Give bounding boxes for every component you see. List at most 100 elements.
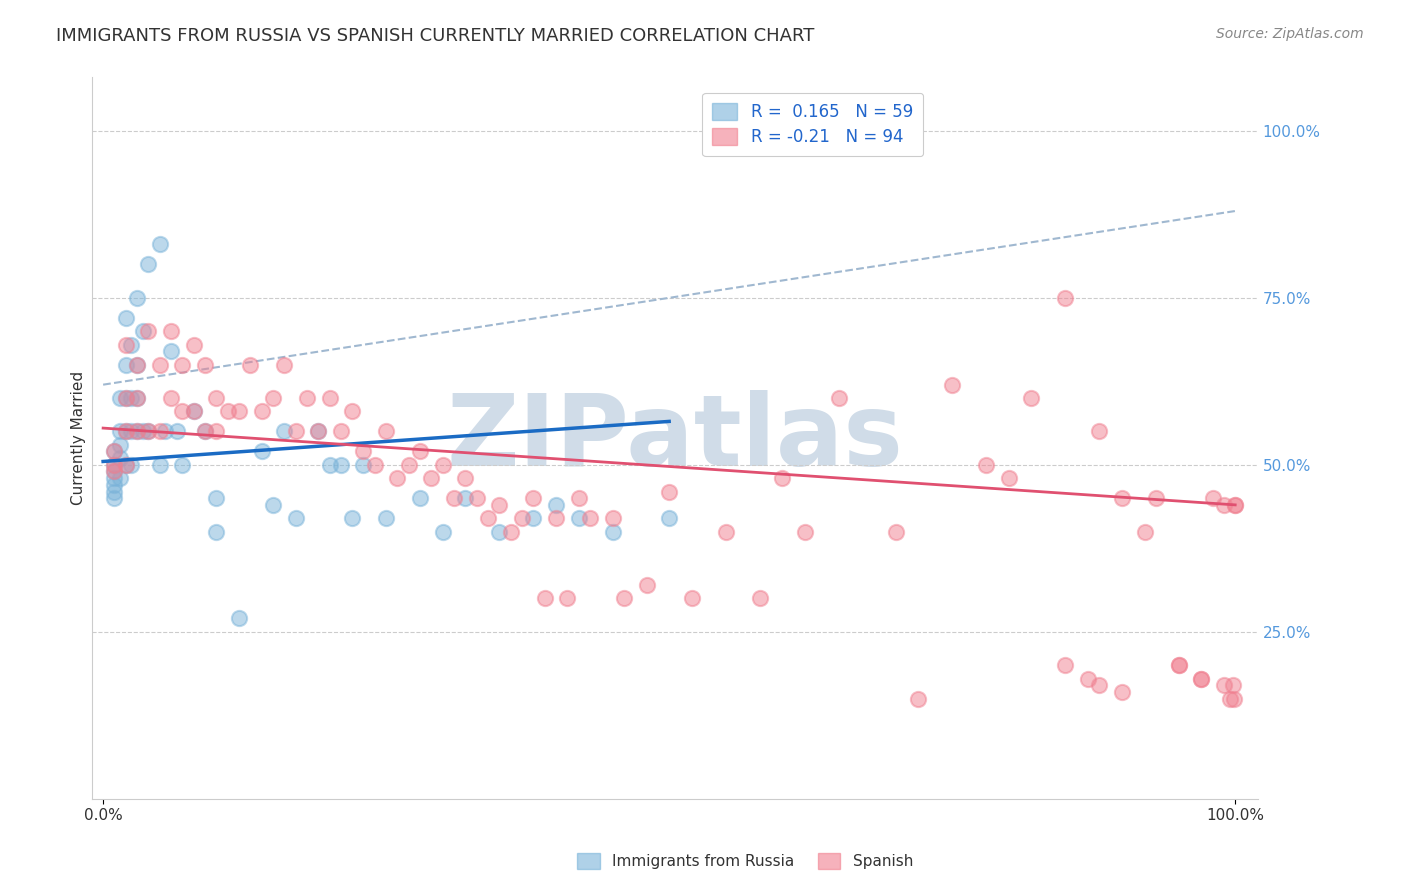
Point bbox=[1189, 672, 1212, 686]
Point bbox=[1222, 678, 1244, 692]
Point bbox=[329, 458, 352, 472]
Point bbox=[1212, 678, 1234, 692]
Point bbox=[132, 425, 155, 439]
Point bbox=[172, 358, 194, 372]
Point bbox=[375, 425, 398, 439]
Point bbox=[432, 458, 454, 472]
Point bbox=[166, 425, 188, 439]
Point bbox=[138, 257, 160, 271]
Point bbox=[1201, 491, 1223, 506]
Point bbox=[125, 391, 148, 405]
Point bbox=[103, 471, 125, 485]
Point bbox=[205, 425, 228, 439]
Point bbox=[1111, 491, 1133, 506]
Point bbox=[907, 691, 929, 706]
Point bbox=[228, 611, 250, 625]
Point bbox=[1054, 658, 1077, 673]
Point bbox=[1088, 678, 1111, 692]
Point bbox=[499, 524, 522, 539]
Point bbox=[1225, 498, 1247, 512]
Point bbox=[613, 591, 636, 606]
Point bbox=[125, 425, 148, 439]
Text: Source: ZipAtlas.com: Source: ZipAtlas.com bbox=[1216, 27, 1364, 41]
Point bbox=[387, 471, 409, 485]
Point bbox=[108, 425, 131, 439]
Point bbox=[364, 458, 387, 472]
Point bbox=[794, 524, 817, 539]
Point bbox=[103, 458, 125, 472]
Point bbox=[454, 471, 477, 485]
Point bbox=[114, 425, 136, 439]
Point bbox=[1212, 498, 1234, 512]
Point bbox=[1167, 658, 1189, 673]
Point bbox=[318, 458, 340, 472]
Point bbox=[160, 324, 183, 338]
Point bbox=[125, 391, 148, 405]
Point bbox=[544, 511, 567, 525]
Point bbox=[172, 458, 194, 472]
Point bbox=[602, 524, 624, 539]
Point bbox=[114, 425, 136, 439]
Point bbox=[160, 391, 183, 405]
Point bbox=[103, 478, 125, 492]
Point bbox=[1144, 491, 1167, 506]
Point bbox=[409, 444, 432, 458]
Point bbox=[114, 337, 136, 351]
Point bbox=[114, 458, 136, 472]
Point bbox=[183, 337, 205, 351]
Point bbox=[340, 511, 363, 525]
Point bbox=[120, 337, 142, 351]
Point bbox=[284, 511, 307, 525]
Point bbox=[568, 511, 591, 525]
Point bbox=[318, 391, 340, 405]
Point bbox=[1021, 391, 1043, 405]
Point bbox=[108, 438, 131, 452]
Point bbox=[770, 471, 793, 485]
Point bbox=[205, 491, 228, 506]
Point bbox=[432, 524, 454, 539]
Point bbox=[307, 425, 329, 439]
Point bbox=[108, 471, 131, 485]
Point bbox=[273, 425, 295, 439]
Point bbox=[602, 511, 624, 525]
Y-axis label: Currently Married: Currently Married bbox=[72, 371, 86, 505]
Point bbox=[658, 484, 681, 499]
Point bbox=[138, 324, 160, 338]
Point bbox=[120, 425, 142, 439]
Point bbox=[103, 465, 125, 479]
Point bbox=[114, 391, 136, 405]
Point bbox=[172, 404, 194, 418]
Point bbox=[125, 358, 148, 372]
Point bbox=[120, 391, 142, 405]
Point bbox=[477, 511, 499, 525]
Point bbox=[103, 444, 125, 458]
Point bbox=[488, 524, 510, 539]
Point bbox=[138, 425, 160, 439]
Point bbox=[1111, 685, 1133, 699]
Point bbox=[114, 358, 136, 372]
Point bbox=[409, 491, 432, 506]
Point bbox=[149, 237, 172, 252]
Point bbox=[103, 458, 125, 472]
Point bbox=[108, 391, 131, 405]
Point bbox=[228, 404, 250, 418]
Point bbox=[103, 465, 125, 479]
Point bbox=[108, 451, 131, 466]
Point bbox=[1218, 691, 1240, 706]
Point bbox=[114, 310, 136, 325]
Text: IMMIGRANTS FROM RUSSIA VS SPANISH CURRENTLY MARRIED CORRELATION CHART: IMMIGRANTS FROM RUSSIA VS SPANISH CURREN… bbox=[56, 27, 814, 45]
Point bbox=[454, 491, 477, 506]
Point bbox=[262, 391, 284, 405]
Point bbox=[353, 444, 375, 458]
Point bbox=[329, 425, 352, 439]
Point bbox=[205, 524, 228, 539]
Point bbox=[132, 324, 155, 338]
Point bbox=[125, 425, 148, 439]
Point bbox=[420, 471, 443, 485]
Point bbox=[443, 491, 465, 506]
Point bbox=[307, 425, 329, 439]
Point bbox=[941, 377, 963, 392]
Point bbox=[250, 444, 273, 458]
Point bbox=[522, 491, 544, 506]
Point bbox=[1223, 691, 1246, 706]
